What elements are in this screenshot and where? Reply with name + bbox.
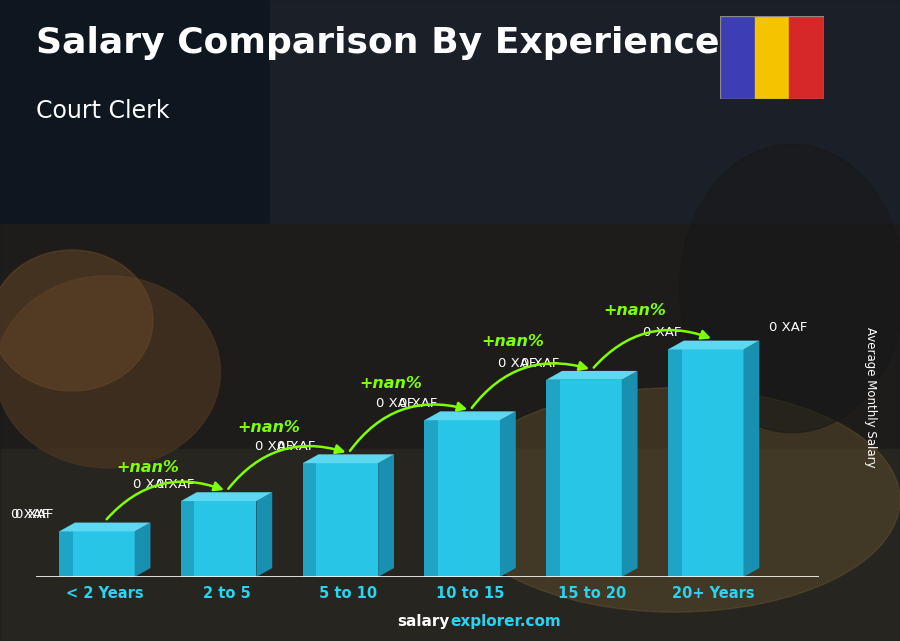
Text: 0 XAF: 0 XAF — [255, 440, 292, 453]
Bar — [754, 16, 789, 99]
Polygon shape — [500, 412, 516, 577]
Polygon shape — [668, 340, 760, 349]
Text: 0 XAF: 0 XAF — [277, 440, 316, 453]
Text: 0 XAF: 0 XAF — [133, 478, 171, 491]
Bar — [302, 463, 316, 577]
Bar — [181, 501, 194, 577]
Text: 0 XAF: 0 XAF — [498, 356, 536, 370]
Text: +nan%: +nan% — [359, 376, 422, 391]
Ellipse shape — [680, 144, 900, 433]
Bar — [59, 531, 135, 577]
Bar — [546, 379, 560, 577]
Polygon shape — [302, 454, 394, 463]
Bar — [181, 501, 256, 577]
Ellipse shape — [0, 276, 220, 468]
Polygon shape — [135, 522, 150, 577]
FancyArrowPatch shape — [594, 330, 708, 367]
FancyArrowPatch shape — [229, 445, 343, 489]
FancyArrowPatch shape — [106, 481, 221, 519]
Bar — [59, 531, 73, 577]
Bar — [425, 420, 438, 577]
Polygon shape — [546, 371, 637, 379]
Text: explorer.com: explorer.com — [450, 615, 561, 629]
Ellipse shape — [0, 250, 153, 391]
Text: +nan%: +nan% — [238, 420, 301, 435]
Polygon shape — [59, 522, 150, 531]
Text: 0 XAF: 0 XAF — [400, 397, 437, 410]
Bar — [668, 349, 743, 577]
Text: 0 XAF: 0 XAF — [770, 321, 807, 335]
Text: 0 XAF: 0 XAF — [643, 326, 681, 339]
Text: 2 to 5: 2 to 5 — [202, 586, 250, 601]
Polygon shape — [743, 340, 760, 577]
Text: +nan%: +nan% — [482, 335, 544, 349]
Text: 10 to 15: 10 to 15 — [436, 586, 504, 601]
FancyArrowPatch shape — [472, 362, 587, 408]
Text: +nan%: +nan% — [116, 460, 179, 474]
Ellipse shape — [450, 388, 900, 612]
Bar — [546, 379, 622, 577]
Text: 0 XAF: 0 XAF — [521, 356, 559, 370]
Text: +nan%: +nan% — [603, 303, 666, 318]
Text: Salary Comparison By Experience: Salary Comparison By Experience — [36, 26, 719, 60]
Bar — [425, 420, 500, 577]
Text: salary: salary — [398, 615, 450, 629]
Text: 0 XAF: 0 XAF — [156, 478, 194, 491]
Text: Average Monthly Salary: Average Monthly Salary — [865, 327, 878, 468]
FancyArrowPatch shape — [350, 403, 464, 451]
Bar — [668, 349, 681, 577]
Polygon shape — [425, 412, 516, 420]
Text: 0 XAF: 0 XAF — [14, 508, 53, 521]
Bar — [302, 463, 378, 577]
Bar — [720, 16, 754, 99]
Bar — [789, 16, 824, 99]
Text: Court Clerk: Court Clerk — [36, 99, 169, 123]
Text: 5 to 10: 5 to 10 — [320, 586, 377, 601]
Polygon shape — [256, 492, 272, 577]
Text: 15 to 20: 15 to 20 — [558, 586, 626, 601]
Text: 20+ Years: 20+ Years — [672, 586, 755, 601]
Polygon shape — [181, 492, 272, 501]
Text: 0 XAF: 0 XAF — [11, 508, 50, 521]
Text: < 2 Years: < 2 Years — [66, 586, 144, 601]
Polygon shape — [378, 454, 394, 577]
Polygon shape — [622, 371, 637, 577]
Text: 0 XAF: 0 XAF — [376, 397, 415, 410]
